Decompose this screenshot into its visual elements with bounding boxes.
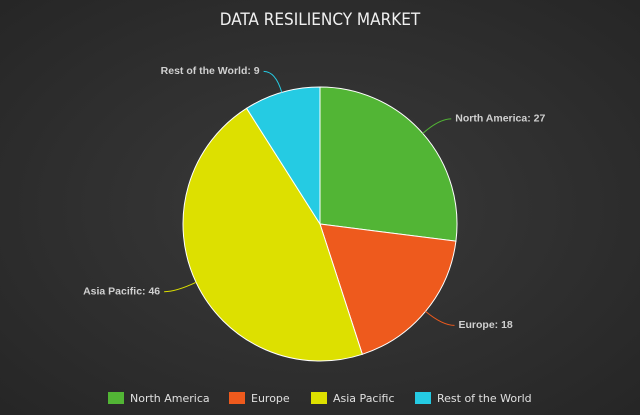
pie-slice [245,86,321,226]
label-connector [422,118,452,134]
label-connector [425,310,455,326]
legend-label: North America [130,392,210,405]
legend-swatch [229,392,245,404]
pie-slice [182,107,363,362]
data-label: North America: 27 [455,113,545,125]
legend-swatch [415,392,431,404]
chart-title: DATA RESILIENCY MARKET [220,10,421,30]
label-connector [263,70,283,93]
legend-swatch [108,392,124,404]
legend-swatch [311,392,327,404]
data-label: Asia Pacific: 46 [83,285,160,297]
legend-label: Asia Pacific [333,392,395,405]
data-label: Rest of the World: 9 [161,65,260,77]
label-connector [164,281,197,293]
legend-label: Rest of the World [437,392,532,405]
legend-label: Europe [251,392,290,405]
data-label: Europe: 18 [459,319,513,331]
